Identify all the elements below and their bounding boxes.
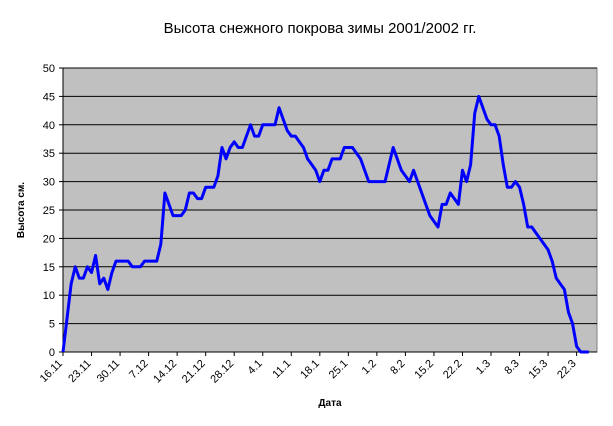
x-tick-label: 22.2	[441, 358, 465, 382]
y-tick-label: 40	[43, 120, 55, 132]
y-tick-label: 25	[43, 205, 55, 217]
x-tick-label: 25.1	[327, 358, 351, 382]
x-tick-label: 21.12	[180, 358, 208, 386]
x-tick-label: 8.3	[502, 358, 521, 377]
y-tick-label: 20	[43, 233, 55, 245]
y-tick-label: 45	[43, 91, 55, 103]
y-tick-label: 35	[43, 148, 55, 160]
y-tick-label: 5	[49, 319, 55, 331]
x-tick-label: 15.2	[412, 358, 436, 382]
x-tick-label: 30.11	[95, 358, 122, 385]
x-tick-label: 22.3	[555, 358, 579, 382]
x-tick-label: 1.3	[474, 358, 493, 377]
x-tick-label: 16.11	[38, 358, 65, 385]
x-axis-label: Дата	[318, 398, 342, 409]
y-tick-label: 15	[43, 262, 55, 274]
y-tick-label: 30	[43, 177, 55, 189]
y-tick-label: 10	[43, 290, 55, 302]
y-tick-label: 0	[49, 347, 55, 359]
x-tick-label: 4.1	[246, 358, 265, 377]
x-tick-label: 11.1	[270, 358, 293, 381]
x-tick-label: 1.2	[360, 358, 379, 377]
x-tick-label: 14.12	[151, 358, 179, 386]
x-tick-label: 7.12	[127, 358, 151, 382]
chart-title: Высота снежного покрова зимы 2001/2002 г…	[164, 20, 477, 37]
y-tick-label: 50	[43, 63, 55, 75]
x-tick-label: 28.12	[208, 358, 236, 386]
y-axis-label: Высота см.	[16, 182, 27, 238]
x-tick-label: 18.1	[298, 358, 322, 382]
data-line	[61, 94, 589, 354]
x-tick-label: 23.11	[66, 358, 93, 385]
x-tick-label: 8.2	[388, 358, 407, 377]
x-tick-label: 15.3	[527, 358, 551, 382]
